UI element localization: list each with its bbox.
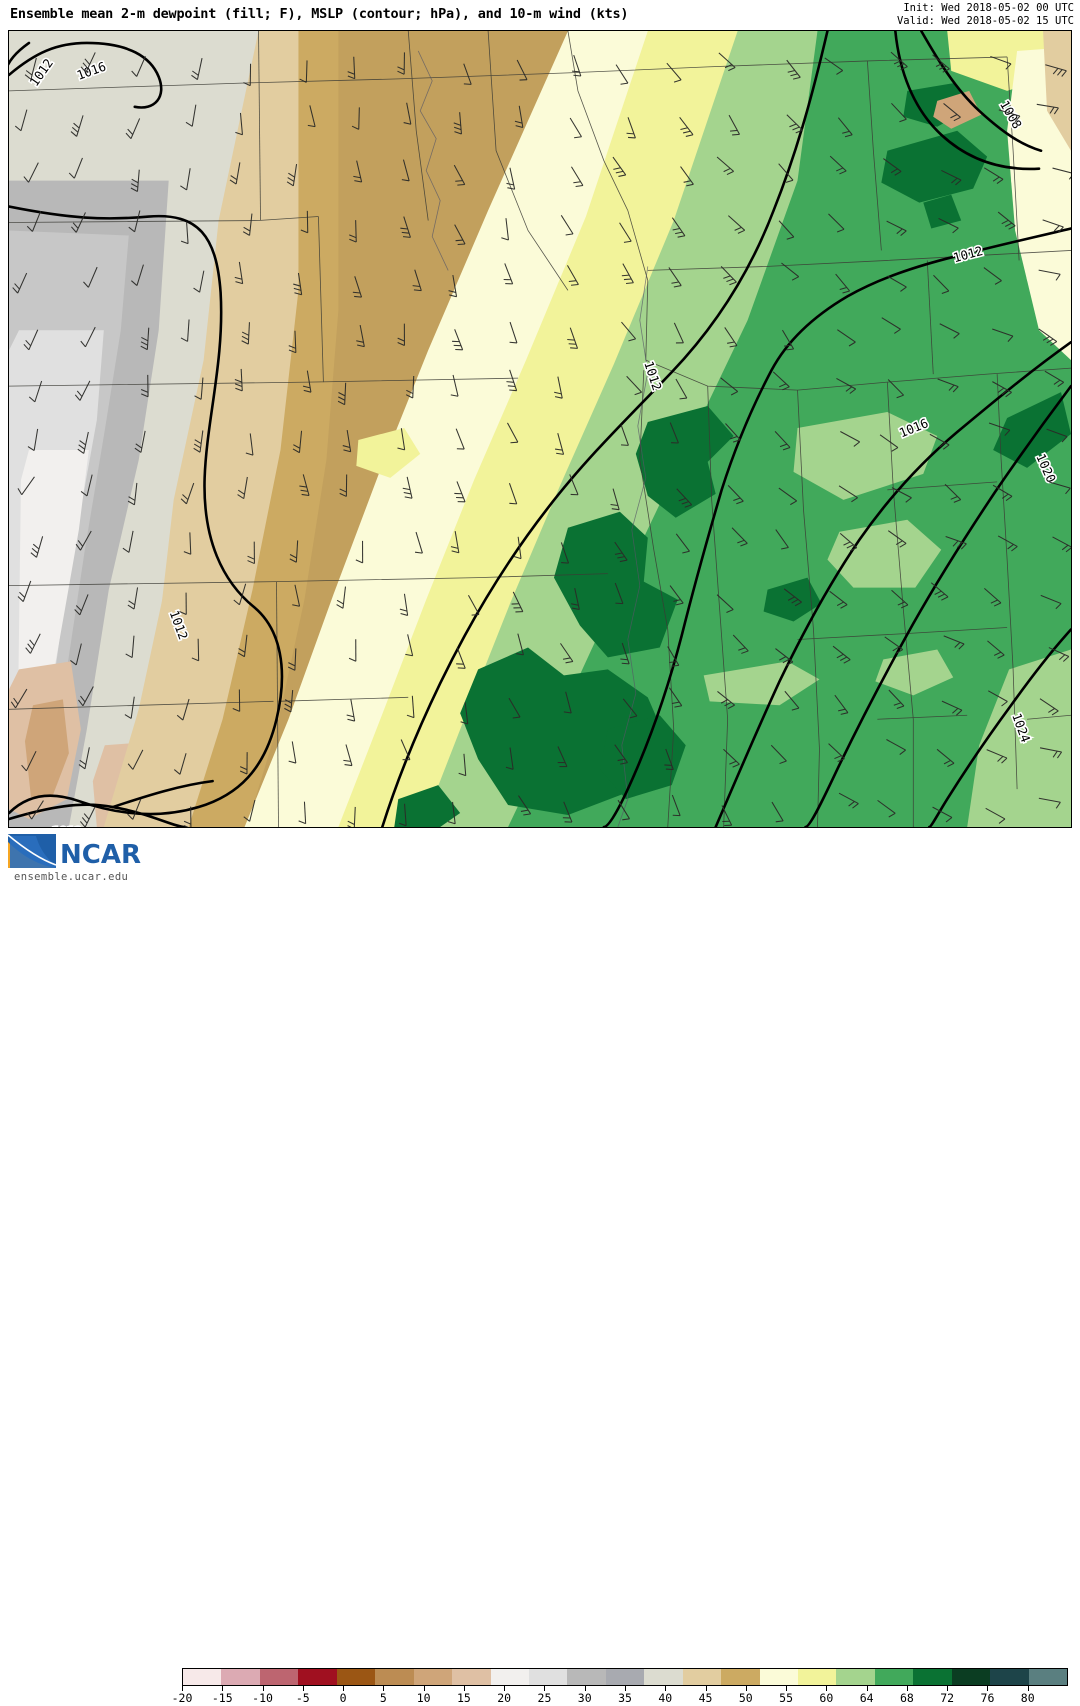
colorbar-swatch — [836, 1669, 874, 1685]
valid-timestamp: Valid: Wed 2018-05-02 15 UTC — [897, 15, 1074, 28]
colorbar-swatch — [337, 1669, 375, 1685]
colorbar-swatch — [567, 1669, 605, 1685]
colorbar-swatch — [875, 1669, 913, 1685]
timestamp-block: Init: Wed 2018-05-02 00 UTC Valid: Wed 2… — [897, 2, 1074, 27]
wind-barb-flag — [622, 663, 629, 664]
colorbar-tick-label: -20 — [172, 1691, 193, 1705]
ncar-url-text: ensemble.ucar.edu — [14, 871, 128, 883]
colorbar-swatch — [1029, 1669, 1067, 1685]
colorbar-swatch — [990, 1669, 1028, 1685]
wind-barb-flag — [626, 283, 633, 284]
colorbar-swatch — [913, 1669, 951, 1685]
colorbar-tick-label: 35 — [618, 1691, 632, 1705]
colorbar-tick-label: 20 — [497, 1691, 511, 1705]
colorbar-swatch — [298, 1669, 336, 1685]
colorbar-swatch — [183, 1669, 221, 1685]
colorbar-swatch — [683, 1669, 721, 1685]
colorbar-tick-label: 60 — [819, 1691, 833, 1705]
colorbar-tick-label: 10 — [417, 1691, 431, 1705]
colorbar-tick-label: 0 — [340, 1691, 347, 1705]
wind-barb-flag — [508, 386, 515, 387]
colorbar-swatch — [760, 1669, 798, 1685]
colorbar[interactable] — [182, 1668, 1068, 1686]
wind-barb-flag — [732, 134, 739, 135]
colorbar-swatch — [529, 1669, 567, 1685]
wind-barb-flag — [457, 185, 464, 186]
wind-barb-flag — [572, 71, 579, 72]
wind-barb-flag — [509, 390, 516, 391]
wind-barb-flag — [456, 240, 463, 241]
colorbar-swatch — [606, 1669, 644, 1685]
ncar-wordmark: NCAR — [60, 840, 141, 870]
header-bar: Ensemble mean 2-m dewpoint (fill; F), MS… — [0, 0, 1080, 30]
colorbar-tick-label: 80 — [1021, 1691, 1035, 1705]
colorbar-tick-label: 30 — [578, 1691, 592, 1705]
wind-barb-flag — [620, 659, 627, 660]
wind-barb-flag — [730, 130, 737, 131]
colorbar-swatch — [221, 1669, 259, 1685]
weather-map-graphic: 1016101210081012101210161020101210241012 — [9, 31, 1071, 827]
colorbar-swatch — [721, 1669, 759, 1685]
wind-barb-flag — [510, 342, 517, 343]
wind-barb-flag — [354, 296, 361, 297]
colorbar-tick-label: 55 — [779, 1691, 793, 1705]
colorbar-tick-label: 40 — [658, 1691, 672, 1705]
colorbar-swatch — [375, 1669, 413, 1685]
colorbar-tick-label: 15 — [457, 1691, 471, 1705]
colorbar-swatch — [644, 1669, 682, 1685]
colorbar-tick-label: 5 — [380, 1691, 387, 1705]
page-title: Ensemble mean 2-m dewpoint (fill; F), MS… — [10, 6, 628, 22]
colorbar-tick-label: 64 — [860, 1691, 874, 1705]
wind-barb-flag — [506, 382, 513, 383]
contour-label: 1012 — [52, 824, 82, 827]
wind-barb — [359, 107, 360, 129]
colorbar-tick-label: 76 — [981, 1691, 995, 1705]
colorbar-tick-label: 25 — [538, 1691, 552, 1705]
colorbar-swatch — [414, 1669, 452, 1685]
colorbar-swatch — [798, 1669, 836, 1685]
wind-barb — [356, 220, 357, 242]
colorbar-tick-label: 45 — [699, 1691, 713, 1705]
wind-barb-flag — [567, 340, 574, 341]
wind-barb-flag — [573, 75, 580, 76]
colorbar-swatch — [260, 1669, 298, 1685]
wind-barb-flag — [561, 563, 568, 564]
colorbar-tick-label: 72 — [940, 1691, 954, 1705]
colorbar-ticks: -20 -15 -10 -5 0 5 10 15 20 25 30 35 40 45 50 55 60 64 68 7… — [0, 1686, 1080, 1706]
wind-barb-flag — [627, 133, 634, 134]
colorbar-swatch — [491, 1669, 529, 1685]
init-timestamp: Init: Wed 2018-05-02 00 UTC — [897, 2, 1074, 15]
wind-barb-flag — [622, 275, 629, 276]
wind-barb-flag — [624, 279, 631, 280]
map-panel[interactable]: 1016101210081012101210161020101210241012 — [8, 30, 1072, 828]
colorbar-swatch — [952, 1669, 990, 1685]
colorbar-tick-label: -5 — [296, 1691, 310, 1705]
colorbar-swatch — [452, 1669, 490, 1685]
weather-map-page: Ensemble mean 2-m dewpoint (fill; F), MS… — [0, 0, 1080, 887]
colorbar-tick-label: 50 — [739, 1691, 753, 1705]
wind-barb-flag — [509, 503, 516, 504]
colorbar-tick-label: -10 — [252, 1691, 273, 1705]
wind-barb-flag — [570, 348, 577, 349]
wind-barb-flag — [510, 442, 517, 443]
colorbar-tick-label: -15 — [212, 1691, 233, 1705]
wind-barb-flag — [455, 181, 462, 182]
wind-barb — [306, 60, 307, 82]
colorbar-tick-label: 68 — [900, 1691, 914, 1705]
wind-barb-flag — [472, 614, 479, 615]
